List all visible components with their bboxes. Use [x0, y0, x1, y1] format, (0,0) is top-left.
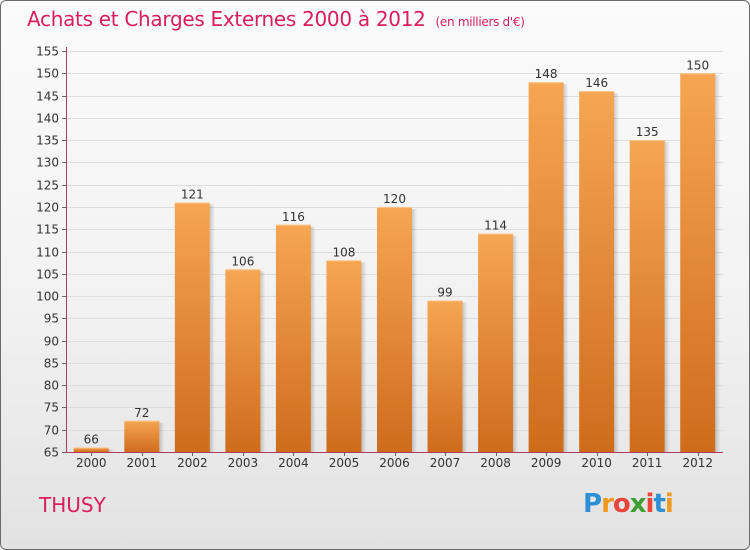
location-name: THUSY — [39, 493, 106, 517]
bar-2012 — [680, 73, 716, 453]
y-tick-label: 130 — [36, 156, 59, 170]
bar-2002 — [174, 202, 210, 452]
y-tick-label: 140 — [36, 112, 59, 126]
bar-2011 — [629, 140, 665, 452]
logo-letter: o — [612, 489, 631, 519]
value-label-2004: 116 — [282, 210, 305, 224]
y-tick-label: 105 — [36, 268, 59, 282]
axes: 65 70 75 80 85 90 95 100 105 110 115 120 125 130 135 14… — [36, 45, 723, 470]
bar-shadow — [361, 262, 367, 452]
value-label-2007: 99 — [437, 286, 452, 300]
value-label-2006: 120 — [383, 192, 406, 206]
y-tick-label: 115 — [36, 223, 59, 237]
bar-2008 — [478, 233, 514, 452]
logo-letter: P — [583, 489, 602, 519]
chart-title-block: Achats et Charges Externes 2000 à 2012 (e… — [27, 7, 525, 31]
y-tick-label: 110 — [36, 246, 59, 260]
y-tick-label: 150 — [36, 67, 59, 81]
chart-unit: (en milliers d'€) — [435, 15, 525, 29]
bar-2005 — [326, 260, 362, 452]
bar-shadow — [209, 204, 215, 452]
x-tick-label-2006: 2006 — [379, 456, 410, 470]
y-tick-label: 120 — [36, 201, 59, 215]
y-tick-label: 135 — [36, 134, 59, 148]
bar-shadow — [563, 84, 569, 452]
x-tick-label-2011: 2011 — [632, 456, 663, 470]
value-label-2000: 66 — [84, 433, 99, 447]
y-tick-label: 75 — [44, 401, 59, 415]
value-label-2001: 72 — [134, 406, 149, 420]
y-tick-label: 65 — [44, 446, 59, 460]
bar-2010 — [579, 91, 615, 452]
bar-2000 — [73, 447, 109, 452]
logo-letter: i — [645, 489, 655, 519]
bar-shadow — [664, 142, 670, 452]
y-tick-label: 145 — [36, 90, 59, 104]
y-tick-label: 85 — [44, 357, 59, 371]
bar-shadow — [260, 271, 266, 452]
value-label-2008: 114 — [484, 219, 507, 233]
x-tick-label-2009: 2009 — [531, 456, 562, 470]
x-tick-label-2010: 2010 — [581, 456, 612, 470]
chart-title: Achats et Charges Externes 2000 à 2012 — [27, 7, 426, 31]
bar-2001 — [124, 420, 160, 452]
value-label-2003: 106 — [231, 254, 254, 268]
logo-letter: r — [601, 489, 614, 519]
y-tick-label: 95 — [44, 312, 59, 326]
x-tick-label-2004: 2004 — [278, 456, 309, 470]
y-tick-label: 155 — [36, 45, 59, 59]
bar-shadow — [462, 302, 468, 452]
y-tick-label: 100 — [36, 290, 59, 304]
bar-2003 — [225, 269, 261, 452]
value-label-2005: 108 — [333, 245, 356, 259]
logo-letter: i — [664, 489, 674, 519]
bar-shadow — [412, 208, 417, 452]
logo-letter: x — [629, 489, 647, 519]
bar-shadow — [108, 449, 114, 452]
bar-shadow — [614, 93, 620, 452]
bar-shadow — [715, 75, 721, 453]
bar-2009 — [528, 82, 564, 452]
x-tick-label-2005: 2005 — [329, 456, 360, 470]
x-tick-label-2003: 2003 — [228, 456, 259, 470]
bar-2007 — [427, 300, 463, 452]
value-label-2010: 146 — [585, 76, 608, 90]
value-label-2009: 148 — [535, 67, 558, 81]
bar-shadow — [159, 422, 165, 452]
x-tick-label-2012: 2012 — [682, 456, 713, 470]
bar-shadow — [513, 235, 519, 452]
x-tick-label-2000: 2000 — [76, 456, 107, 470]
bars: 66 72 121 106 116 108 120 99 114 148 146 135 150 — [73, 58, 721, 453]
value-label-2011: 135 — [636, 125, 659, 139]
x-tick-label-2008: 2008 — [480, 456, 511, 470]
x-tick-label-2001: 2001 — [127, 456, 158, 470]
bar-2004 — [275, 224, 311, 452]
proxiti-logo: Proxiti — [583, 489, 674, 519]
value-label-2002: 121 — [181, 187, 204, 201]
y-tick-label: 90 — [44, 335, 59, 349]
y-tick-label: 125 — [36, 179, 59, 193]
value-label-2012: 150 — [686, 58, 709, 72]
y-tick-label: 70 — [44, 424, 59, 438]
x-tick-label-2002: 2002 — [177, 456, 208, 470]
bar-2006 — [377, 206, 412, 452]
bar-shadow — [310, 226, 316, 452]
x-tick-label-2007: 2007 — [430, 456, 461, 470]
logo-letter: t — [653, 489, 665, 519]
y-tick-label: 80 — [44, 379, 59, 393]
